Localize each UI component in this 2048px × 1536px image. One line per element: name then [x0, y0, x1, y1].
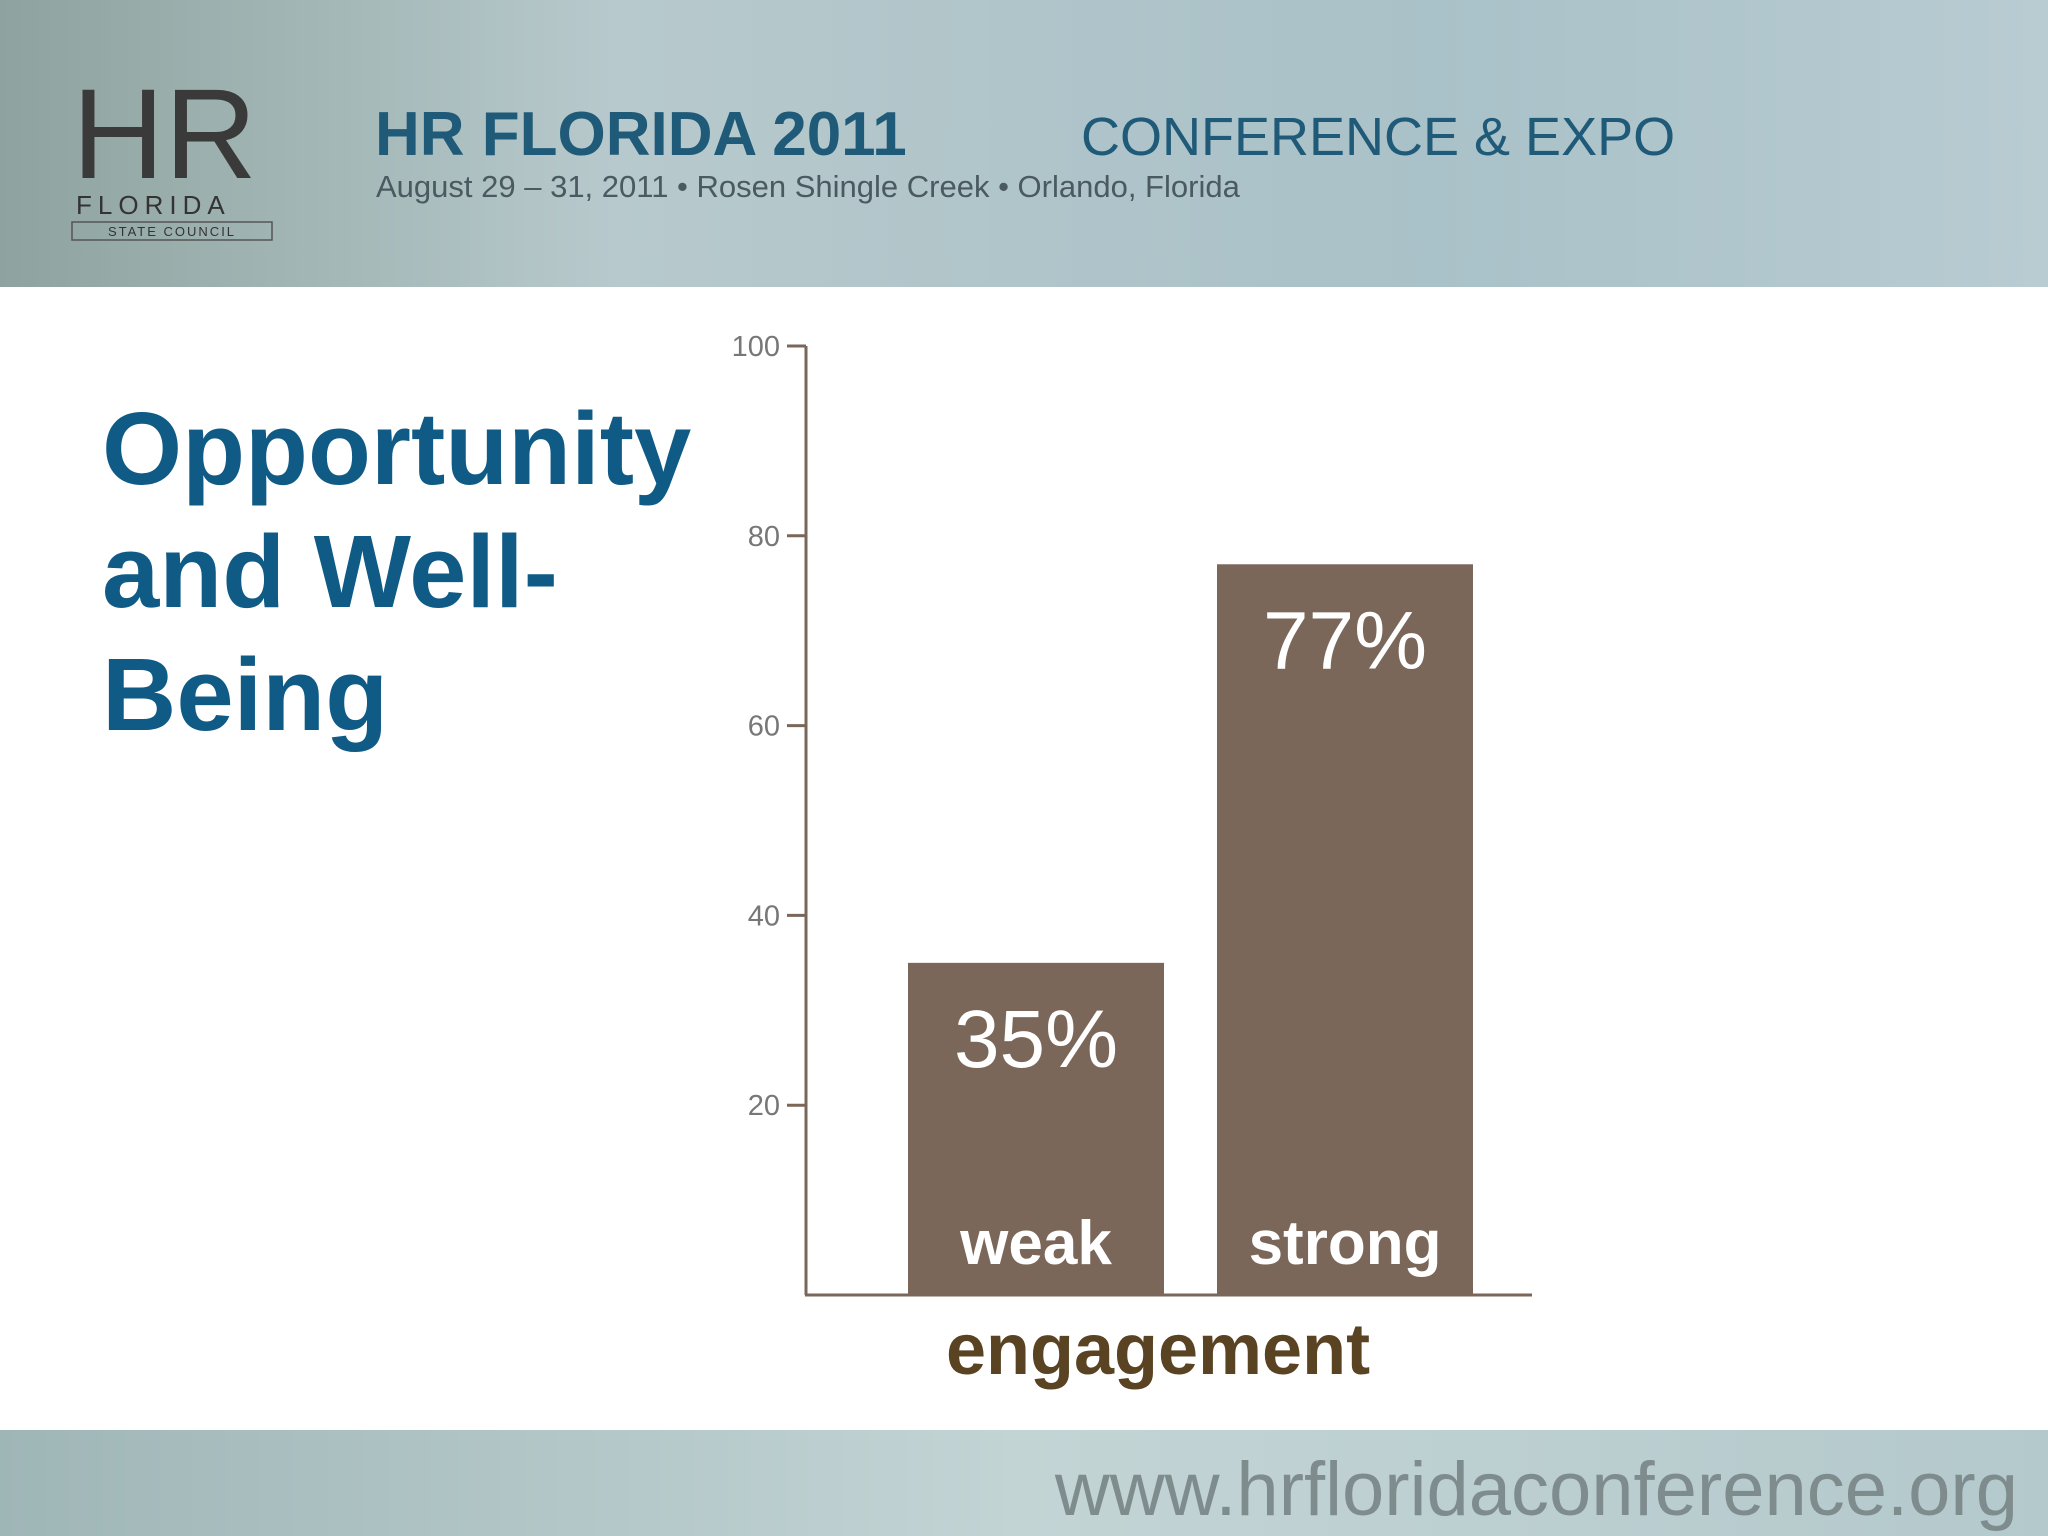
logo-text: HR [72, 63, 257, 206]
x-tick-label: strong [1249, 1209, 1442, 1278]
logo-caption: STATE COUNCIL [108, 224, 236, 239]
value-label: 77% [1263, 595, 1427, 686]
y-tick-label: 60 [748, 711, 780, 743]
footer-banner [0, 1430, 2048, 1536]
header-details: August 29 – 31, 2011 • Rosen Shingle Cre… [376, 169, 1241, 204]
bar [1217, 564, 1473, 1295]
footer-url: www.hrfloridaconference.org [1054, 1447, 2018, 1532]
slide-title: Opportunity and Well-Being [102, 391, 692, 752]
header-banner [0, 0, 2048, 287]
x-tick-label: weak [959, 1209, 1112, 1278]
value-label: 35% [954, 994, 1118, 1085]
y-tick-label: 20 [748, 1090, 780, 1122]
header-title: HR FLORIDA 2011 [375, 100, 907, 169]
header-subtitle: CONFERENCE & EXPO [1081, 107, 1675, 167]
x-axis-label: engagement [946, 1310, 1370, 1390]
logo-subtitle: FLORIDA [76, 190, 231, 220]
y-tick-label: 80 [748, 521, 780, 553]
y-tick-label: 100 [732, 331, 780, 363]
logo-box [71, 221, 273, 241]
y-tick-label: 40 [748, 900, 780, 932]
bar [908, 962, 1164, 1295]
